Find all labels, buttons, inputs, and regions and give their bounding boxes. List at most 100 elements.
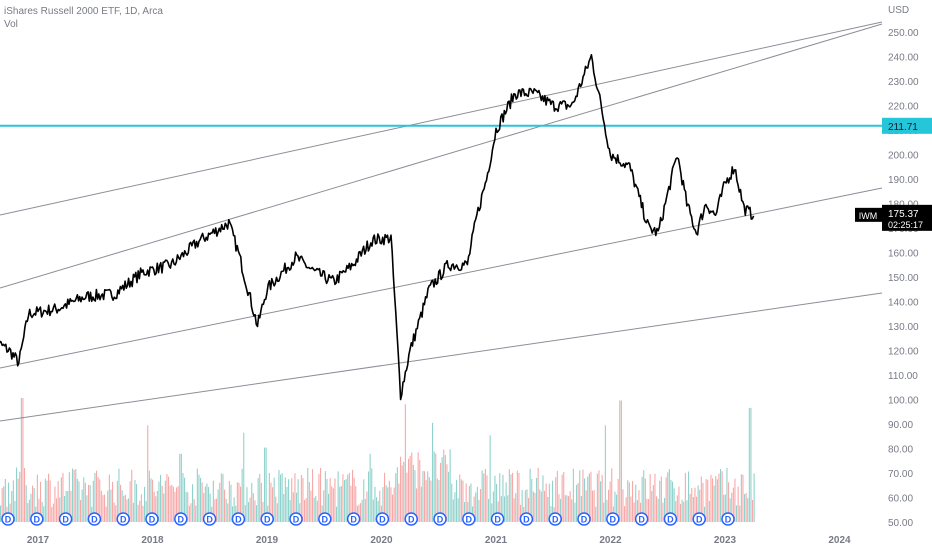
volume-bar [225, 498, 227, 522]
trendline[interactable] [0, 21, 883, 216]
volume-bar [689, 493, 691, 522]
dividend-marker[interactable] [30, 512, 44, 526]
volume-bar [497, 501, 499, 522]
volume-bar [70, 490, 72, 522]
volume-bar [112, 481, 114, 522]
volume-bar [337, 471, 339, 522]
volume-bar [752, 500, 754, 522]
volume-bar [256, 505, 258, 522]
volume-bar [240, 486, 242, 522]
volume-bar [609, 481, 611, 522]
volume-bar [227, 503, 229, 522]
volume-bar [134, 480, 136, 522]
volume-bar [228, 480, 230, 522]
volume-bar [284, 477, 286, 522]
volume-bar [723, 494, 725, 522]
trendline[interactable] [0, 292, 883, 422]
volume-bar [148, 470, 150, 522]
volume-bar [184, 477, 186, 522]
volume-bar [382, 487, 384, 522]
volume-bar [316, 500, 318, 522]
trendline[interactable] [0, 23, 883, 289]
volume-bar [36, 474, 38, 522]
volume-bar [179, 453, 181, 522]
volume-bar [440, 463, 442, 522]
dividend-marker[interactable] [692, 512, 706, 526]
dividend-marker[interactable] [318, 512, 332, 526]
dividend-marker[interactable] [404, 512, 418, 526]
volume-bar [188, 505, 190, 522]
x-tick-label: 2018 [141, 535, 164, 546]
volume-bar [236, 482, 238, 522]
dividend-marker[interactable] [375, 512, 390, 526]
volume-bar [620, 400, 622, 522]
volume-bar [745, 493, 747, 522]
volume-bar [115, 505, 117, 522]
volume-bar [726, 467, 728, 522]
dividend-marker[interactable] [433, 512, 447, 526]
volume-bar [96, 470, 98, 522]
volume-bar [537, 467, 539, 522]
volume-bar [622, 489, 624, 522]
dividend-marker[interactable] [663, 512, 678, 526]
time-axis: 2017 2018 2019 2020 2021 2022 2023 2024 [27, 535, 851, 546]
volume-bar [545, 483, 547, 522]
x-tick-label: 2023 [714, 535, 737, 546]
volume-bar [140, 494, 142, 522]
dividend-marker[interactable] [577, 512, 591, 526]
volume-bar [513, 498, 515, 522]
volume-bar [17, 478, 19, 522]
dividend-marker[interactable] [174, 512, 188, 526]
dividend-marker[interactable] [289, 512, 303, 526]
volume-bar [571, 499, 573, 522]
volume-bar [716, 479, 718, 522]
dividend-marker[interactable] [260, 512, 274, 526]
volume-bar [737, 486, 739, 522]
volume-bar [579, 470, 581, 522]
volume-bar [251, 482, 253, 522]
volume-bar [89, 485, 91, 522]
volume-bar [547, 497, 549, 522]
dividend-marker[interactable] [634, 512, 649, 526]
dividend-marker[interactable] [116, 512, 130, 526]
y-tick-label: 200.00 [888, 151, 919, 162]
volume-bar [76, 478, 78, 522]
volume-bar [260, 482, 262, 522]
dividend-marker[interactable] [462, 512, 476, 526]
dividend-marker[interactable] [606, 512, 620, 526]
dividend-marker[interactable] [490, 512, 505, 526]
volume-bar [312, 469, 314, 522]
dividend-marker[interactable] [202, 512, 217, 526]
bar-countdown: 02:25:17 [888, 220, 923, 230]
dividend-marker[interactable] [145, 512, 159, 526]
dividend-marker[interactable] [548, 512, 562, 526]
volume-bar [326, 478, 328, 522]
volume-bar [224, 489, 226, 522]
volume-bar [668, 469, 670, 522]
volume-bar [636, 500, 638, 522]
y-tick-label: 90.00 [888, 420, 913, 431]
volume-bar [670, 480, 672, 522]
dividend-marker[interactable] [519, 512, 534, 526]
dividend-marker[interactable] [87, 512, 102, 526]
volume-bar [324, 471, 326, 522]
volume-bar [540, 491, 542, 522]
dividend-marker[interactable] [721, 512, 735, 526]
volume-bar [744, 494, 746, 522]
volume-bar [587, 476, 589, 522]
dividend-marker[interactable] [231, 512, 246, 526]
dividend-marker[interactable] [1, 512, 15, 526]
volume-bar [57, 481, 59, 522]
volume-bar [208, 487, 210, 522]
volume-bar [310, 490, 312, 522]
volume-bar [185, 491, 187, 522]
dividend-marker[interactable] [58, 512, 73, 526]
volume-bar [360, 503, 362, 522]
dividend-marker[interactable] [346, 512, 361, 526]
volume-bar [339, 486, 341, 522]
volume-bar [27, 503, 29, 522]
volume-bar [222, 474, 224, 522]
volume-bar [51, 507, 53, 522]
volume-bar [534, 492, 536, 522]
